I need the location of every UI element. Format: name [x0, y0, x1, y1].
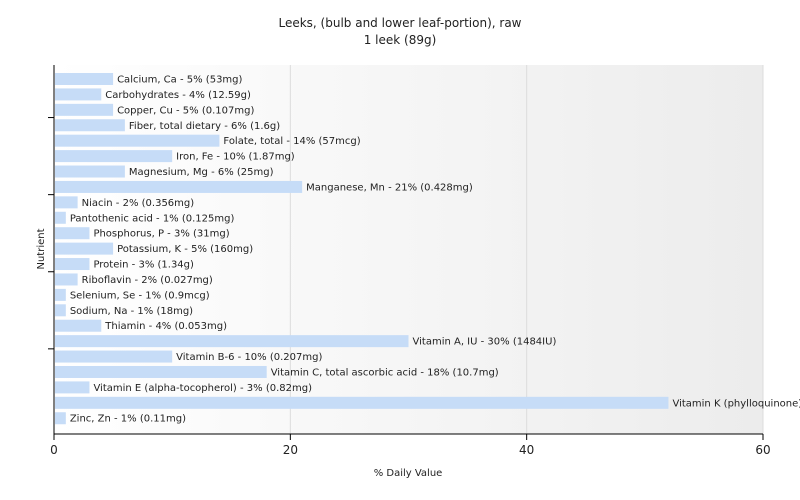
- bar-label: Calcium, Ca - 5% (53mg): [117, 75, 242, 86]
- bar-label: Copper, Cu - 5% (0.107mg): [117, 105, 254, 116]
- bar: [55, 335, 409, 348]
- bar-label: Vitamin B-6 - 10% (0.207mg): [176, 352, 322, 363]
- bar-label: Folate, total - 14% (57mcg): [223, 136, 360, 147]
- bar: [55, 350, 173, 363]
- bar: [55, 88, 102, 101]
- bar-label: Selenium, Se - 1% (0.9mcg): [70, 290, 210, 301]
- bar-label: Fiber, total dietary - 6% (1.6g): [129, 121, 280, 132]
- chart-title: Leeks, (bulb and lower leaf-portion), ra…: [278, 16, 521, 30]
- bar-label: Carbohydrates - 4% (12.59g): [105, 90, 251, 101]
- bar: [55, 381, 90, 394]
- bar-label: Thiamin - 4% (0.053mg): [104, 321, 227, 332]
- axes: 0 20 40 60: [48, 65, 771, 457]
- bar: [55, 150, 173, 163]
- bar-label: Iron, Fe - 10% (1.87mg): [176, 152, 295, 163]
- chart-subtitle: 1 leek (89g): [364, 33, 437, 47]
- bar: [55, 196, 78, 209]
- x-axis-label: % Daily Value: [374, 468, 443, 479]
- bar: [55, 288, 66, 301]
- x-tick-label: 40: [519, 443, 534, 457]
- bar: [55, 396, 669, 409]
- x-tick-label: 60: [755, 443, 770, 457]
- x-tick-label: 20: [283, 443, 298, 457]
- bar: [55, 227, 90, 240]
- bar-label: Niacin - 2% (0.356mg): [82, 198, 195, 209]
- bars: Calcium, Ca - 5% (53mg) Carbohydrates - 4…: [55, 73, 800, 425]
- bar-label: Phosphorus, P - 3% (31mg): [93, 229, 229, 240]
- bar-label: Potassium, K - 5% (160mg): [117, 244, 253, 255]
- bar: [55, 211, 66, 224]
- y-axis-label: Nutrient: [36, 228, 47, 269]
- bar: [55, 365, 267, 378]
- bar: [55, 134, 220, 147]
- bar: [55, 273, 78, 286]
- bar: [55, 242, 114, 255]
- bar: [55, 73, 114, 85]
- bar: [55, 319, 102, 332]
- grid-lines: [289, 65, 764, 434]
- bar: [55, 258, 90, 271]
- bar: [55, 119, 125, 132]
- bar-label: Protein - 3% (1.34g): [93, 260, 194, 271]
- x-tick-label: 0: [50, 443, 58, 457]
- bar: [55, 103, 114, 116]
- bar-label: Vitamin K (phylloquinone) - 52% (41.8mcg…: [672, 398, 800, 409]
- bar-label: Sodium, Na - 1% (18mg): [70, 306, 193, 317]
- bar-label: Manganese, Mn - 21% (0.428mg): [306, 182, 473, 193]
- bar-label: Vitamin A, IU - 30% (1484IU): [413, 337, 557, 348]
- bar-label: Pantothenic acid - 1% (0.125mg): [70, 213, 235, 224]
- bar-label: Vitamin E (alpha-tocopherol) - 3% (0.82m…: [93, 383, 312, 394]
- bar-label: Zinc, Zn - 1% (0.11mg): [70, 414, 186, 425]
- bar-label: Vitamin C, total ascorbic acid - 18% (10…: [271, 367, 499, 378]
- bar: [55, 180, 303, 193]
- bar: [55, 165, 125, 178]
- bar: [55, 412, 66, 425]
- bar: [55, 304, 66, 317]
- bar-label: Magnesium, Mg - 6% (25mg): [129, 167, 274, 178]
- bar-label: Riboflavin - 2% (0.027mg): [82, 275, 213, 286]
